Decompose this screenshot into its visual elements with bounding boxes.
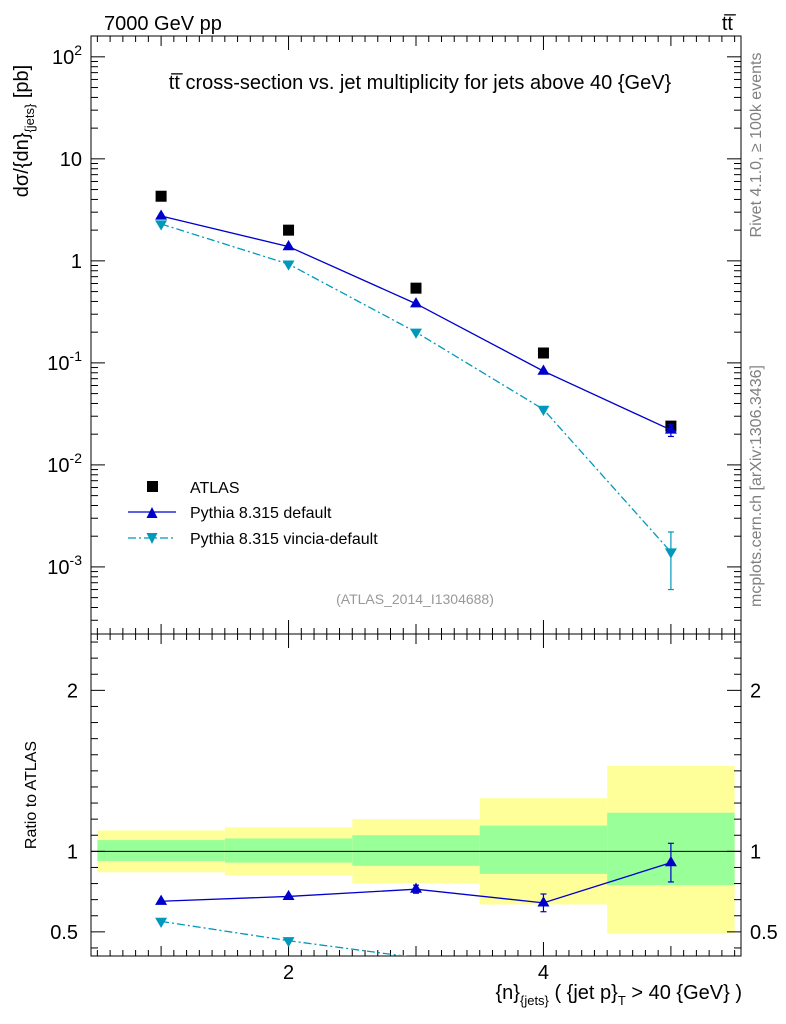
main-y-tick-label: 10-3: [47, 552, 82, 579]
main-y-tick-label: 1: [71, 251, 82, 273]
legend-label-pythia-default: Pythia 8.315 default: [190, 505, 332, 522]
series-line-pythia-vincia: [160, 223, 672, 553]
data-point-pythia-default: [282, 239, 295, 251]
x-axis-label: {n}{jets} ( {jet p}T > 40 {GeV} ): [496, 982, 743, 1008]
ratio-y-tick-label-left: 2: [67, 680, 78, 702]
header-process-label: tt̅: [722, 13, 736, 35]
ratio-point-pythia-default: [537, 896, 550, 907]
ratio-tick-labels: 0.5 0.5 1 1 2 2 2 4: [50, 680, 778, 984]
data-point-pythia-vincia: [282, 260, 295, 271]
main-y-tick-labels: 10-3 10-2 10-1 1 10 102: [47, 42, 82, 579]
header-energy-label: 7000 GeV pp: [104, 13, 222, 35]
data-point-pythia-default: [155, 209, 168, 220]
main-y-tick-label: 102: [52, 42, 82, 69]
data-point-atlas: [537, 347, 549, 359]
stat-uncertainty-band: [352, 835, 480, 866]
plot-title: tt̅ cross-section vs. jet multiplicity f…: [169, 72, 672, 94]
data-point-pythia-vincia: [664, 548, 677, 559]
ratio-uncertainty-bands: [97, 766, 735, 934]
legend-label-pythia-vincia: Pythia 8.315 vincia-default: [190, 531, 378, 548]
ratio-y-tick-label-left: 1: [67, 841, 78, 863]
data-point-pythia-vincia: [410, 328, 422, 339]
data-point-pythia-default: [664, 423, 677, 434]
stat-uncertainty-band: [479, 825, 608, 874]
ratio-point-pythia-default: [282, 889, 295, 901]
stat-uncertainty-band: [224, 838, 353, 863]
main-data-series: [155, 190, 677, 591]
main-axis-ticks: [91, 36, 741, 634]
x-tick-label: 2: [283, 962, 294, 984]
main-y-axis-label: dσ/{dn}{jets} [pb]: [11, 65, 37, 197]
ratio-y-tick-label-right: 0.5: [750, 922, 778, 944]
data-point-atlas: [283, 224, 295, 236]
legend-marker-pythia-default: [146, 507, 158, 518]
data-point-pythia-default: [410, 297, 422, 308]
main-y-tick-label: 10-2: [47, 450, 82, 477]
main-y-tick-label: 10-1: [47, 348, 82, 375]
ratio-y-axis-label: Ratio to ATLAS: [23, 741, 40, 849]
ratio-y-tick-label-left: 0.5: [50, 922, 78, 944]
mcplots-reference-label: mcplots.cern.ch [arXiv:1306.3436]: [748, 365, 765, 607]
ratio-point-pythia-vincia: [155, 917, 168, 928]
ratio-data-series: [155, 842, 677, 956]
legend-label-atlas: ATLAS: [190, 480, 240, 497]
data-point-pythia-default: [537, 364, 550, 375]
data-point-atlas: [410, 282, 422, 294]
data-point-atlas: [155, 190, 167, 202]
data-point-pythia-vincia: [537, 405, 550, 416]
rivet-version-label: Rivet 4.1.0, ≥ 100k events: [748, 53, 765, 238]
data-point-pythia-vincia: [155, 220, 168, 231]
legend: ATLAS Pythia 8.315 default Pythia 8.315 …: [128, 480, 378, 548]
legend-marker-atlas: [147, 481, 158, 492]
main-plot-panel: 10-3 10-2 10-1 1 10 102 tt̅ cross-section vs.…: [11, 35, 742, 635]
ratio-point-pythia-default: [155, 894, 168, 905]
watermark-analysis-id: (ATLAS_2014_I1304688): [336, 591, 494, 607]
ratio-y-tick-label-right: 2: [750, 680, 761, 702]
x-tick-label: 4: [538, 962, 549, 984]
ratio-axis-ticks: [91, 634, 741, 956]
ratio-point-pythia-default: [410, 882, 422, 893]
main-y-tick-label: 10: [60, 149, 82, 171]
stat-uncertainty-band: [97, 840, 225, 862]
ratio-point-pythia-default: [664, 856, 677, 867]
legend-marker-pythia-vincia: [146, 533, 158, 544]
ratio-y-tick-label-right: 1: [750, 841, 761, 863]
ratio-point-pythia-vincia: [282, 937, 295, 948]
